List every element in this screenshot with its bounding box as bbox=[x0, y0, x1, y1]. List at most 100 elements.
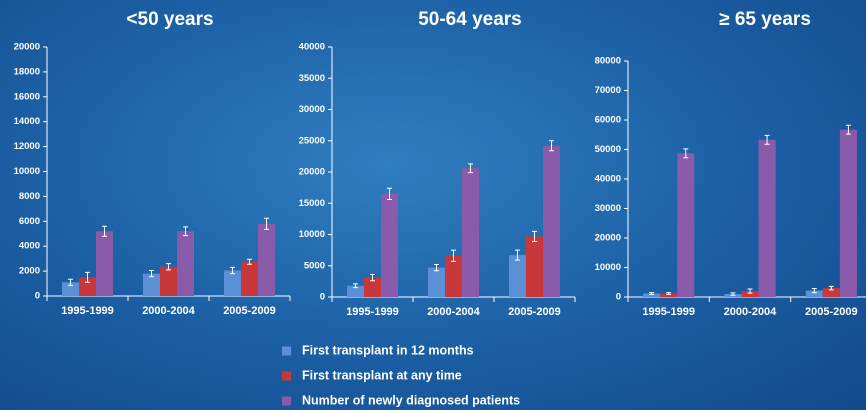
bar bbox=[462, 168, 480, 297]
y-tick-label: 30000 bbox=[299, 104, 325, 115]
bar bbox=[427, 267, 445, 297]
error-bar bbox=[451, 249, 456, 262]
bar bbox=[822, 288, 840, 297]
chart-title: <50 years bbox=[126, 9, 213, 30]
bar bbox=[61, 282, 79, 296]
y-tick-label: 10000 bbox=[299, 229, 325, 240]
y-tick-label: 2000 bbox=[19, 266, 40, 277]
chart-title: 50-64 years bbox=[418, 9, 522, 30]
y-tick-label: 40000 bbox=[299, 42, 325, 53]
bar bbox=[346, 285, 364, 297]
y-tick-label: 5000 bbox=[304, 260, 325, 271]
error-bar bbox=[229, 266, 235, 275]
y-tick-label: 40000 bbox=[595, 174, 621, 185]
bar bbox=[78, 277, 97, 296]
bar bbox=[525, 236, 544, 297]
y-tick-label: 8000 bbox=[19, 191, 40, 202]
bar bbox=[741, 291, 759, 297]
bar bbox=[543, 145, 561, 297]
error-bar bbox=[370, 274, 375, 282]
y-tick-label: 10000 bbox=[595, 262, 621, 273]
bar bbox=[381, 193, 399, 297]
bar bbox=[96, 231, 114, 296]
error-bar bbox=[166, 263, 171, 271]
x-tick-label: 2005-2009 bbox=[223, 305, 276, 317]
x-tick-label: 1995-1999 bbox=[642, 306, 695, 318]
y-tick-label: 12000 bbox=[14, 141, 40, 152]
y-tick-label: 4000 bbox=[19, 241, 40, 252]
bar bbox=[677, 153, 695, 297]
error-bar bbox=[811, 287, 817, 294]
error-bar bbox=[148, 269, 154, 278]
x-tick-label: 2005-2009 bbox=[508, 306, 561, 318]
error-bar bbox=[845, 124, 851, 135]
bar bbox=[142, 273, 160, 296]
bar bbox=[177, 231, 195, 296]
error-bar bbox=[549, 140, 555, 152]
legend-swatch bbox=[282, 371, 291, 381]
legend-swatch bbox=[282, 396, 291, 406]
legend-label: Number of newly diagnosed patients bbox=[302, 393, 520, 407]
bar bbox=[444, 255, 463, 297]
error-bar bbox=[85, 271, 90, 283]
y-tick-label: 0 bbox=[35, 291, 40, 302]
bar bbox=[363, 277, 382, 297]
x-tick-label: 2000-2004 bbox=[142, 305, 195, 317]
bar bbox=[839, 129, 857, 297]
x-tick-label: 1995-1999 bbox=[346, 306, 399, 318]
y-tick-label: 60000 bbox=[595, 115, 621, 126]
error-bar bbox=[387, 187, 393, 200]
error-bar bbox=[683, 148, 689, 159]
bar bbox=[159, 266, 178, 296]
error-bar bbox=[514, 249, 520, 261]
x-tick-label: 2000-2004 bbox=[427, 306, 480, 318]
legend-label: First transplant at any time bbox=[302, 368, 462, 382]
y-tick-label: 20000 bbox=[299, 167, 325, 178]
error-bar bbox=[247, 258, 252, 265]
y-tick-label: 14000 bbox=[14, 116, 40, 127]
error-bar bbox=[468, 163, 474, 174]
y-tick-label: 0 bbox=[320, 292, 325, 303]
y-tick-label: 30000 bbox=[595, 203, 621, 214]
bar bbox=[240, 261, 259, 296]
error-bar bbox=[264, 217, 270, 230]
y-tick-label: 35000 bbox=[299, 73, 325, 84]
error-bar bbox=[730, 292, 736, 296]
y-tick-label: 0 bbox=[616, 292, 621, 303]
y-tick-label: 10000 bbox=[14, 166, 40, 177]
y-tick-label: 50000 bbox=[595, 144, 621, 155]
error-bar bbox=[666, 292, 672, 295]
bar bbox=[805, 290, 823, 297]
bar bbox=[508, 255, 526, 297]
y-tick-label: 80000 bbox=[595, 56, 621, 67]
y-tick-label: 20000 bbox=[595, 233, 621, 244]
error-bar bbox=[102, 225, 108, 237]
y-tick-label: 16000 bbox=[14, 91, 40, 102]
y-tick-label: 15000 bbox=[299, 198, 325, 209]
error-bar bbox=[764, 134, 770, 145]
legend-swatch bbox=[282, 346, 291, 356]
y-tick-label: 18000 bbox=[14, 66, 40, 77]
chart-title: ≥ 65 years bbox=[719, 9, 811, 30]
y-tick-label: 6000 bbox=[19, 216, 40, 227]
error-bar bbox=[352, 283, 358, 289]
error-bar bbox=[183, 226, 189, 237]
bar bbox=[758, 139, 776, 297]
x-tick-label: 2000-2004 bbox=[724, 306, 777, 318]
y-tick-label: 20000 bbox=[14, 42, 40, 53]
bar bbox=[643, 293, 661, 297]
x-tick-label: 2005-2009 bbox=[805, 306, 858, 318]
error-bar bbox=[747, 288, 753, 294]
error-bar bbox=[828, 285, 834, 291]
error-bar bbox=[67, 278, 73, 286]
y-tick-label: 70000 bbox=[595, 85, 621, 96]
x-tick-label: 1995-1999 bbox=[61, 305, 114, 317]
legend-label: First transplant in 12 months bbox=[302, 343, 474, 357]
error-bar bbox=[532, 230, 537, 242]
bar bbox=[258, 223, 276, 296]
y-tick-label: 25000 bbox=[299, 135, 325, 146]
error-bar bbox=[649, 292, 655, 295]
error-bar bbox=[433, 264, 439, 272]
bar bbox=[660, 293, 678, 297]
